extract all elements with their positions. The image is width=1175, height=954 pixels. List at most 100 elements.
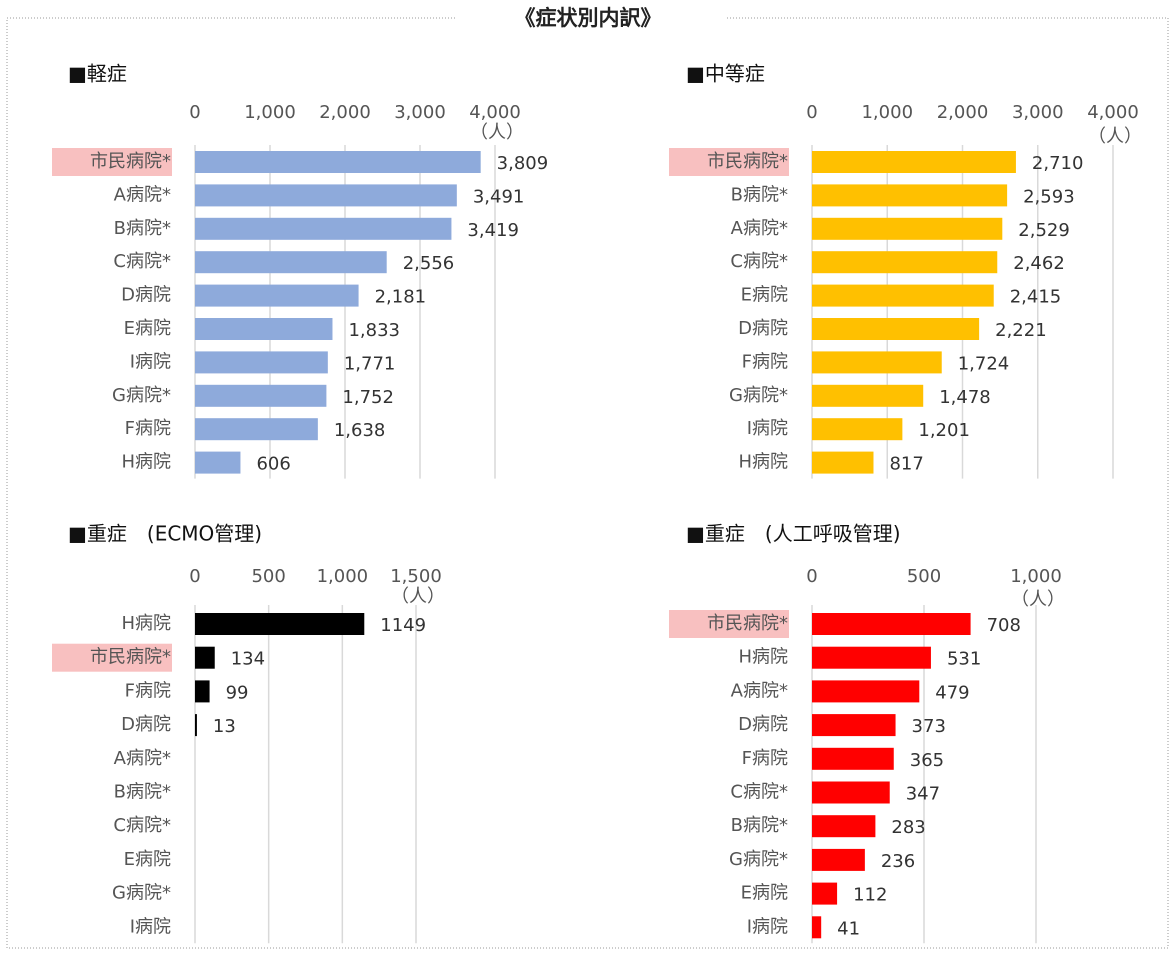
x-tick-label: 2,000	[937, 102, 989, 123]
bar	[812, 418, 903, 441]
value-label: 1,724	[958, 353, 1010, 374]
bar	[195, 351, 328, 374]
bar	[812, 916, 822, 939]
category-label: 市民病院*	[707, 613, 788, 634]
bar	[195, 384, 327, 407]
category-label: B病院*	[114, 782, 171, 803]
category-label: I病院	[747, 916, 788, 937]
bar	[812, 217, 1003, 240]
value-label: 347	[906, 784, 940, 805]
category-label: D病院	[738, 318, 788, 339]
bar	[812, 781, 890, 804]
value-label: 373	[912, 716, 946, 737]
value-label: 1,752	[342, 387, 394, 408]
value-label: 1,478	[939, 387, 991, 408]
x-tick-label: 2,000	[319, 102, 371, 123]
x-tick-label: 3,000	[394, 102, 446, 123]
value-label: 2,415	[1010, 287, 1062, 308]
value-label: 283	[891, 817, 925, 838]
x-tick-label: 0	[806, 102, 817, 123]
category-label: I病院	[130, 916, 171, 937]
value-label: 2,221	[995, 320, 1047, 341]
category-label: A病院*	[114, 748, 171, 769]
x-tick-label: 1,000	[317, 566, 369, 587]
category-label: C病院*	[113, 815, 171, 836]
unit-label: （人）	[1011, 589, 1065, 610]
category-highlight	[52, 643, 172, 672]
bar	[195, 151, 481, 173]
value-label: 2,710	[1032, 153, 1084, 174]
value-label: 3,809	[497, 153, 549, 174]
x-tick-label: 1,000	[1010, 566, 1062, 587]
category-label: F病院	[125, 418, 171, 439]
category-label: C病院*	[730, 782, 788, 803]
chart-title: ■重症 (ECMO管理)	[68, 522, 262, 546]
category-label: F病院	[742, 748, 788, 769]
bar	[812, 351, 942, 374]
chart-title: ■軽症	[68, 62, 127, 86]
bar	[812, 848, 865, 871]
value-label: 41	[837, 918, 860, 939]
value-label: 13	[213, 716, 236, 737]
x-tick-label: 500	[907, 566, 941, 587]
chart-title: ■中等症	[686, 62, 765, 86]
value-label: 606	[256, 454, 290, 475]
category-label: C病院*	[113, 251, 171, 272]
x-tick-label: 0	[189, 566, 200, 587]
category-label: D病院	[738, 714, 788, 735]
x-tick-label: 4,000	[469, 102, 521, 123]
x-tick-label: 0	[189, 102, 200, 123]
bar	[812, 882, 838, 905]
unit-label: （人）	[391, 586, 445, 607]
category-label: G病院*	[729, 385, 788, 406]
x-tick-label: 1,000	[861, 102, 913, 123]
category-label: I病院	[130, 351, 171, 372]
category-label: E病院	[124, 318, 171, 339]
bar	[812, 384, 924, 407]
category-label: B病院*	[114, 218, 171, 239]
category-label: H病院	[738, 647, 788, 668]
x-tick-label: 1,500	[390, 566, 442, 587]
value-label: 365	[910, 750, 944, 771]
value-label: 1,201	[918, 420, 970, 441]
bar	[195, 184, 457, 207]
bar	[812, 646, 931, 669]
value-label: 236	[881, 851, 915, 872]
value-label: 112	[853, 885, 887, 906]
category-label: F病院	[125, 680, 171, 701]
category-highlight	[669, 148, 789, 176]
bar	[812, 680, 920, 703]
bar	[195, 318, 333, 340]
value-label: 817	[889, 454, 923, 475]
category-label: G病院*	[112, 883, 171, 904]
bar	[812, 613, 971, 635]
x-tick-label: 3,000	[1012, 102, 1064, 123]
value-label: 2,462	[1013, 253, 1065, 274]
category-label: A病院*	[731, 218, 788, 239]
category-label: G病院*	[729, 849, 788, 870]
value-label: 479	[935, 682, 969, 703]
category-label: C病院*	[730, 251, 788, 272]
bar	[812, 184, 1008, 207]
title-backdrop	[455, 2, 725, 34]
frame	[6, 17, 1169, 949]
category-label: 市民病院*	[90, 647, 171, 668]
page-title: 《症状別内訳》	[515, 6, 662, 30]
unit-label: （人）	[1088, 126, 1142, 147]
category-label: I病院	[747, 418, 788, 439]
value-label: 3,419	[467, 220, 519, 241]
category-label: H病院	[738, 452, 788, 473]
bar	[195, 284, 359, 307]
category-label: 市民病院*	[707, 151, 788, 172]
category-label: H病院	[121, 613, 171, 634]
category-label: B病院*	[731, 184, 788, 205]
value-label: 2,529	[1018, 220, 1070, 241]
category-label: A病院*	[114, 184, 171, 205]
value-label: 2,181	[375, 287, 427, 308]
category-label: D病院	[121, 714, 171, 735]
category-label: D病院	[121, 285, 171, 306]
category-label: E病院	[741, 883, 788, 904]
value-label: 134	[231, 649, 265, 670]
category-label: H病院	[121, 452, 171, 473]
unit-label: （人）	[470, 122, 524, 143]
